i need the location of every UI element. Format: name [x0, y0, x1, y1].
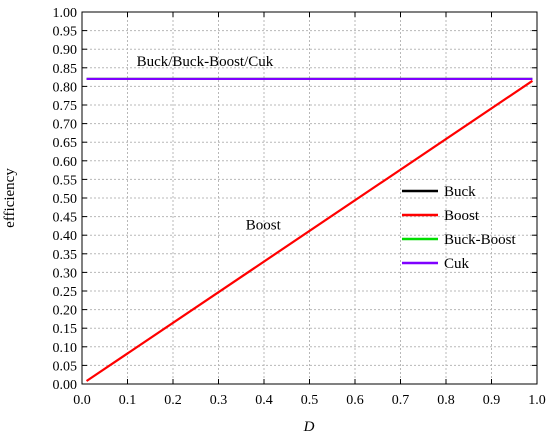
y-tick-label: 0.75	[53, 99, 78, 114]
x-tick-label: 0.1	[119, 393, 137, 408]
x-tick-label: 0.0	[73, 393, 91, 408]
grid-lines	[82, 12, 537, 384]
y-tick-label: 0.55	[53, 173, 78, 188]
x-tick-label: 0.7	[392, 393, 410, 408]
x-tick-label: 0.3	[210, 393, 228, 408]
y-tick-label: 1.00	[53, 6, 78, 21]
annotation-label: Buck/Buck-Boost/Cuk	[137, 54, 274, 70]
legend-label-cuk: Cuk	[444, 256, 470, 272]
y-axis-title: efficiency	[2, 168, 18, 228]
y-tick-label: 0.35	[53, 248, 78, 263]
y-tick-label: 0.05	[53, 359, 78, 374]
series-line-boost	[85, 79, 534, 382]
x-tick-label: 0.6	[346, 393, 364, 408]
legend-label-buck: Buck	[444, 184, 476, 200]
y-tick-label: 0.10	[53, 341, 78, 356]
legend-label-buck-boost: Buck-Boost	[444, 232, 517, 248]
y-tick-label: 0.65	[53, 136, 78, 151]
legend: Buck Boost Buck-Boost Cuk	[402, 184, 517, 272]
y-tick-label: 0.50	[53, 192, 78, 207]
y-tick-label: 0.45	[53, 211, 78, 226]
x-axis-title: D	[303, 419, 315, 435]
x-tick-label: 0.2	[164, 393, 182, 408]
y-tick-label: 0.70	[53, 118, 78, 133]
y-tick-label: 0.15	[53, 322, 78, 337]
annotations: Buck/Buck-Boost/Cuk Boost	[137, 54, 282, 234]
x-tick-label: 1.0	[528, 393, 546, 408]
y-tick-label: 0.85	[53, 62, 78, 77]
y-tick-label: 0.25	[53, 285, 78, 300]
y-tick-label: 0.00	[53, 378, 78, 393]
y-tick-label: 0.40	[53, 229, 78, 244]
y-tick-label: 0.20	[53, 304, 78, 319]
x-tick-label: 0.4	[255, 393, 273, 408]
series-lines	[85, 77, 534, 382]
legend-label-boost: Boost	[444, 208, 480, 224]
x-tick-label: 0.5	[301, 393, 319, 408]
x-tick-label: 0.9	[483, 393, 501, 408]
y-tick-label: 0.30	[53, 266, 78, 281]
annotation-label: Boost	[246, 218, 282, 234]
y-tick-label: 0.60	[53, 155, 78, 170]
y-tick-label: 0.90	[53, 43, 78, 58]
y-tick-label: 0.95	[53, 25, 78, 40]
y-tick-label: 0.80	[53, 80, 78, 95]
x-tick-label: 0.8	[437, 393, 455, 408]
axis-ticks: 0.0 0.1 0.2 0.3 0.4 0.5 0.6 0.7 0.8 0.9 1.0 0.00 0.0…	[53, 6, 546, 408]
